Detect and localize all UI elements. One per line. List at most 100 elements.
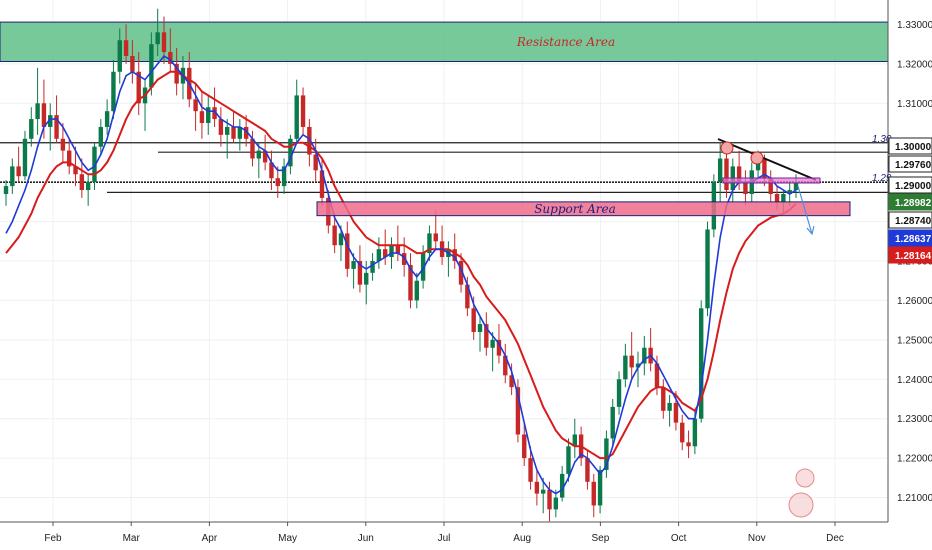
candle-body[interactable] [743, 182, 748, 194]
candle-body[interactable] [73, 166, 78, 175]
candle-body[interactable] [547, 489, 552, 510]
candle-body[interactable] [250, 138, 255, 159]
candle-body[interactable] [414, 280, 419, 301]
candle-body[interactable] [787, 190, 792, 194]
candle-body[interactable] [313, 154, 318, 171]
support-zone[interactable] [316, 201, 851, 217]
candle-body[interactable] [168, 52, 173, 64]
candle-body[interactable] [566, 446, 571, 474]
candle-body[interactable] [332, 225, 337, 246]
candle-body[interactable] [206, 107, 211, 124]
candle-body[interactable] [79, 174, 85, 191]
candle-body[interactable] [98, 126, 103, 147]
candle-body[interactable] [762, 158, 767, 179]
candle-body[interactable] [383, 249, 388, 258]
candle-body[interactable] [629, 355, 634, 368]
candle-body[interactable] [275, 178, 280, 187]
candle-body[interactable] [212, 107, 217, 120]
candle-body[interactable] [458, 261, 464, 285]
candle-body[interactable] [104, 111, 110, 127]
candle-body[interactable] [149, 44, 154, 88]
candle-body[interactable] [585, 458, 590, 482]
candle-body[interactable] [85, 182, 91, 191]
candle-body[interactable] [237, 126, 243, 139]
candle-body[interactable] [610, 406, 615, 439]
candle-body[interactable] [243, 126, 249, 139]
candle-body[interactable] [395, 245, 401, 254]
candle-body[interactable] [199, 111, 205, 124]
candle-body[interactable] [496, 339, 502, 356]
candle-body[interactable] [793, 182, 799, 191]
candle-body[interactable] [667, 402, 672, 411]
candle-body[interactable] [642, 347, 647, 364]
candle-body[interactable] [16, 166, 21, 177]
candle-body[interactable] [503, 355, 508, 376]
resistance-zone[interactable] [0, 21, 889, 63]
candle-body[interactable] [528, 458, 533, 482]
candle-body[interactable] [376, 249, 382, 261]
candle-body[interactable] [67, 150, 72, 167]
candle-body[interactable] [92, 146, 97, 183]
candle-body[interactable] [654, 363, 660, 388]
candle-body[interactable] [370, 261, 375, 273]
candle-body[interactable] [623, 355, 628, 380]
candle-body[interactable] [130, 55, 135, 72]
candle-body[interactable] [117, 40, 122, 72]
candle-body[interactable] [673, 402, 679, 423]
candle-body[interactable] [616, 379, 622, 407]
descending-trendline[interactable] [717, 138, 817, 181]
candle-body[interactable] [351, 261, 356, 269]
candle-body[interactable] [686, 442, 691, 447]
candle-body[interactable] [484, 324, 489, 348]
candle-body[interactable] [389, 245, 394, 258]
candle-body[interactable] [357, 261, 363, 285]
candle-body[interactable] [490, 339, 495, 348]
candle-body[interactable] [269, 162, 274, 179]
candle-body[interactable] [338, 233, 344, 246]
candle-body[interactable] [699, 308, 704, 419]
candle-body[interactable] [774, 193, 780, 202]
candle-body[interactable] [515, 387, 521, 435]
candle-body[interactable] [452, 249, 457, 261]
candle-body[interactable] [635, 363, 641, 368]
candle-body[interactable] [465, 284, 470, 309]
candle-body[interactable] [123, 40, 129, 56]
candle-body[interactable] [281, 166, 287, 187]
breakout-zone[interactable] [722, 177, 821, 184]
candle-body[interactable] [705, 229, 710, 309]
candle-body[interactable] [193, 99, 198, 112]
candle-body[interactable] [111, 71, 116, 112]
candle-body[interactable] [256, 150, 261, 159]
candle-body[interactable] [155, 32, 160, 45]
candle-body[interactable] [60, 138, 66, 151]
candle-body[interactable] [136, 71, 141, 104]
candle-body[interactable] [345, 233, 350, 269]
candle-body[interactable] [10, 166, 15, 187]
price-axis[interactable]: 1.330001.320001.310001.300001.290001.280… [887, 0, 932, 550]
candle-body[interactable] [319, 170, 325, 198]
candle-body[interactable] [420, 253, 426, 281]
candle-body[interactable] [54, 115, 59, 139]
candle-body[interactable] [591, 481, 596, 506]
candle-body[interactable] [300, 95, 306, 127]
candle-body[interactable] [307, 126, 312, 155]
candle-body[interactable] [680, 422, 685, 443]
candle-body[interactable] [427, 233, 432, 254]
candle-body[interactable] [22, 138, 28, 177]
candle-body[interactable] [401, 253, 407, 265]
candle-body[interactable] [724, 158, 729, 191]
candle-body[interactable] [364, 272, 369, 285]
candle-body[interactable] [572, 434, 577, 447]
candle-body[interactable] [522, 434, 527, 459]
candle-body[interactable] [553, 497, 559, 510]
candle-body[interactable] [433, 233, 438, 242]
candle-body[interactable] [559, 473, 565, 498]
candle-body[interactable] [768, 178, 773, 194]
candle-body[interactable] [477, 324, 483, 332]
candle-body[interactable] [288, 138, 293, 167]
candle-body[interactable] [692, 418, 698, 447]
candle-body[interactable] [541, 489, 546, 494]
candle-body[interactable] [534, 481, 540, 494]
candle-body[interactable] [294, 95, 299, 139]
candle-body[interactable] [161, 32, 167, 53]
